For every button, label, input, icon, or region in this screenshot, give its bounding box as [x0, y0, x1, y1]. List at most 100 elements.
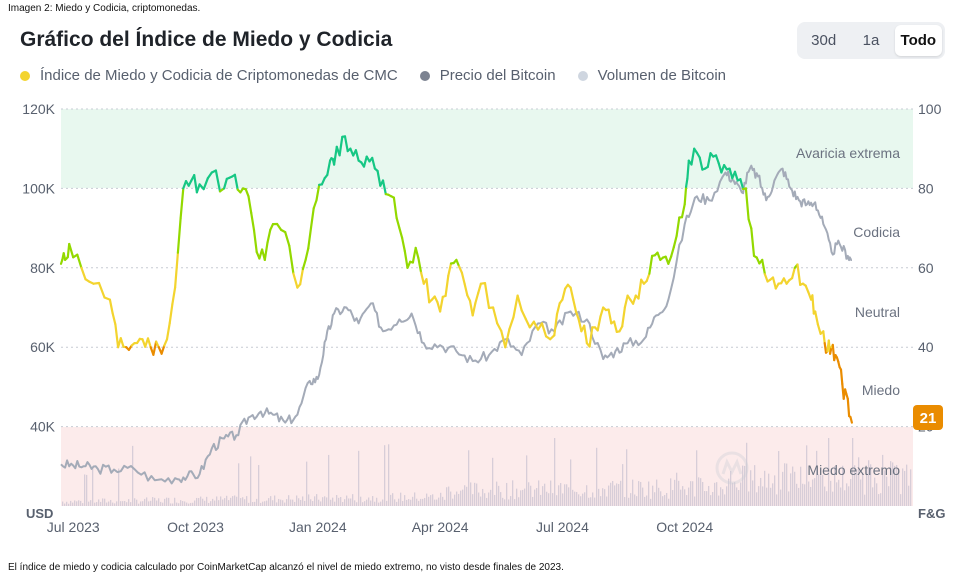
volume-bar — [156, 500, 158, 506]
range-all-button[interactable]: Todo — [894, 25, 942, 56]
volume-bar — [394, 499, 396, 506]
volume-bar — [818, 474, 820, 506]
volume-bar — [210, 501, 212, 506]
volume-bar — [512, 480, 514, 506]
volume-bar — [586, 485, 588, 506]
fear-greed-segment — [675, 216, 681, 238]
fear-greed-segment — [761, 258, 767, 276]
volume-bar — [144, 498, 146, 506]
range-1y-button[interactable]: 1a — [862, 32, 880, 49]
zone-label: Codicia — [853, 224, 900, 240]
volume-bar — [538, 480, 540, 506]
volume-bar — [794, 471, 796, 506]
volume-bar — [592, 492, 594, 506]
fear-greed-segment — [206, 171, 213, 180]
fear-greed-segment — [176, 217, 182, 254]
volume-bar — [326, 497, 328, 506]
volume-bar — [298, 498, 300, 506]
volume-bar — [432, 494, 434, 506]
volume-bar — [866, 469, 868, 506]
volume-bar — [478, 492, 480, 506]
volume-bar — [880, 493, 882, 506]
caption-bottom: El índice de miedo y codicia calculado p… — [8, 562, 564, 573]
volume-bar — [580, 496, 582, 506]
x-tick-label: Jan 2024 — [289, 519, 347, 535]
volume-bar — [398, 498, 400, 506]
fear-greed-segment — [146, 337, 152, 349]
volume-bar — [738, 490, 740, 506]
fear-greed-segment — [444, 274, 450, 297]
legend-item-btc-volume[interactable]: Volumen de Bitcoin — [577, 67, 726, 84]
volume-bar — [814, 478, 816, 506]
fear-greed-segment — [846, 397, 851, 418]
volume-bar — [202, 498, 204, 506]
fear-greed-segment — [690, 147, 696, 166]
fear-greed-segment — [76, 253, 83, 269]
volume-bar — [824, 486, 826, 506]
volume-bar — [468, 450, 470, 506]
fear-greed-segment — [683, 185, 688, 206]
volume-bar — [834, 466, 836, 506]
volume-bar — [370, 500, 372, 506]
volume-bar — [698, 477, 700, 506]
fear-greed-segment — [706, 152, 712, 168]
fear-greed-segment — [796, 263, 802, 286]
fear-greed-segment — [165, 322, 171, 341]
volume-bar — [626, 449, 628, 506]
fear-greed-segment — [814, 310, 820, 326]
volume-bar — [670, 478, 672, 506]
volume-bar — [428, 496, 430, 506]
right-tick-label: 40 — [918, 339, 934, 355]
volume-bar — [84, 474, 86, 506]
volume-bar — [572, 489, 574, 506]
fear-greed-segment — [471, 301, 477, 317]
fear-greed-segment — [823, 342, 828, 354]
volume-bar — [812, 479, 814, 506]
fear-greed-segment — [500, 329, 507, 349]
fear-greed-segment — [463, 282, 469, 297]
volume-bar — [490, 489, 492, 506]
volume-bar — [344, 499, 346, 506]
volume-bar — [386, 500, 388, 506]
fear-greed-segment — [381, 179, 387, 196]
volume-bar — [474, 482, 476, 506]
range-30d-button[interactable]: 30d — [811, 32, 837, 49]
volume-bar — [284, 502, 286, 506]
btc-price-path — [60, 164, 853, 485]
volume-bar — [816, 450, 818, 506]
volume-bar — [892, 462, 894, 506]
chart-legend: Índice de Miedo y Codicia de Criptomoned… — [20, 67, 748, 84]
volume-bar — [410, 499, 412, 506]
volume-bar — [830, 480, 832, 506]
volume-bar — [174, 497, 176, 506]
fear-greed-segment — [648, 254, 654, 275]
fear-greed-segment — [492, 306, 499, 325]
volume-bar — [62, 501, 64, 506]
btc-price-line — [60, 164, 853, 485]
volume-bar — [496, 481, 498, 506]
right-tick-label: 100 — [918, 101, 942, 117]
fear-greed-segment — [301, 258, 307, 271]
volume-bar — [754, 465, 756, 506]
fear-greed-segment — [284, 231, 291, 247]
fear-greed-segment — [202, 177, 209, 191]
zone-label: Avaricia extrema — [796, 145, 900, 161]
x-tick-label: Apr 2024 — [412, 519, 469, 535]
volume-bar — [154, 497, 156, 506]
fear-greed-segment — [680, 203, 686, 219]
volume-bar — [878, 494, 880, 506]
volume-bar — [488, 492, 490, 506]
volume-bar — [540, 494, 542, 506]
legend-item-fear-greed[interactable]: Índice de Miedo y Codicia de Criptomoned… — [20, 67, 398, 84]
volume-bar — [690, 481, 692, 506]
volume-bar — [230, 497, 232, 506]
volume-bar — [456, 491, 458, 506]
volume-bar — [200, 496, 202, 506]
volume-bar — [182, 501, 184, 506]
volume-bar — [108, 501, 110, 506]
volume-bar — [436, 499, 438, 506]
volume-bar — [796, 483, 798, 506]
volume-bar — [280, 499, 282, 506]
volume-bar — [442, 496, 444, 506]
legend-item-btc-price[interactable]: Precio del Bitcoin — [419, 67, 556, 84]
